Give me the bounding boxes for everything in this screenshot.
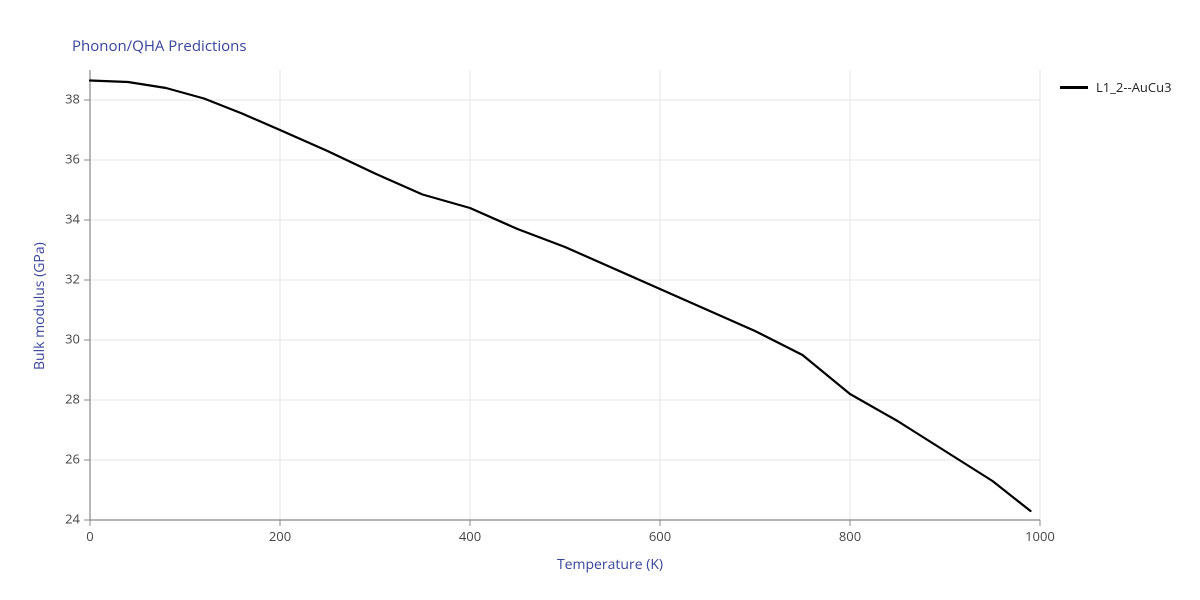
x-axis-label: Temperature (K) bbox=[0, 555, 1130, 574]
x-tick-label: 800 bbox=[839, 527, 861, 545]
y-tick-label: 32 bbox=[65, 269, 80, 287]
y-tick-label: 30 bbox=[65, 329, 80, 347]
x-tick-label: 600 bbox=[649, 527, 671, 545]
chart-svg: 0 200 400 600 800 1000 24 26 28 30 32 34 36 38 bbox=[0, 0, 1200, 600]
x-tick-label: 400 bbox=[459, 527, 481, 545]
chart-container: Phonon/QHA Predictions 02004006008001000… bbox=[0, 0, 1200, 600]
legend-label: L1_2--AuCu3 bbox=[1096, 78, 1172, 96]
y-tick-label: 36 bbox=[65, 149, 80, 167]
y-axis-label: Bulk modulus (GPa) bbox=[30, 242, 49, 370]
legend-swatch-icon bbox=[1060, 86, 1088, 89]
y-tick-label: 28 bbox=[65, 389, 80, 407]
y-tick-label: 38 bbox=[65, 89, 80, 107]
x-tick-label: 1000 bbox=[1025, 527, 1055, 545]
y-tick-label: 34 bbox=[65, 209, 80, 227]
y-tick-label: 24 bbox=[65, 509, 80, 527]
y-tick-label: 26 bbox=[65, 449, 80, 467]
x-tick-label: 0 bbox=[86, 527, 93, 545]
legend: L1_2--AuCu3 bbox=[1060, 78, 1172, 96]
x-tick-label: 200 bbox=[269, 527, 291, 545]
series-line bbox=[90, 81, 1031, 512]
